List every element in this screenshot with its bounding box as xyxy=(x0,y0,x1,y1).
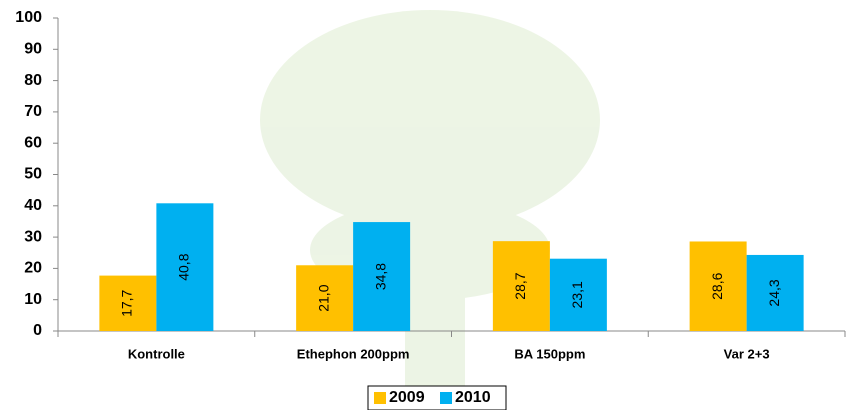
x-tick-label: Kontrolle xyxy=(128,346,185,361)
value-label: 28,7 xyxy=(512,272,528,299)
bar xyxy=(353,222,411,331)
value-label: 28,6 xyxy=(709,272,725,299)
bar xyxy=(746,254,804,331)
y-tick-label: 40 xyxy=(24,197,42,214)
watermark xyxy=(260,10,600,400)
value-label: 21,0 xyxy=(315,284,331,311)
value-label: 40,8 xyxy=(176,253,192,280)
legend: 2009 2010 xyxy=(367,385,507,410)
value-label: 17,7 xyxy=(119,289,135,316)
value-label: 34,8 xyxy=(372,263,388,290)
legend-swatch xyxy=(374,392,386,404)
bar xyxy=(492,241,550,331)
bar xyxy=(689,241,747,331)
y-tick-label: 10 xyxy=(24,291,42,308)
x-tick-label: BA 150ppm xyxy=(514,346,585,361)
bar xyxy=(549,258,607,331)
bar xyxy=(296,265,354,331)
y-tick-label: 100 xyxy=(15,9,42,26)
bar xyxy=(156,203,214,331)
y-tick-label: 50 xyxy=(24,166,42,183)
y-tick-label: 70 xyxy=(24,103,42,120)
legend-label: 2009 xyxy=(389,389,425,406)
y-tick-label: 30 xyxy=(24,228,42,245)
value-label: 23,1 xyxy=(569,281,585,308)
x-tick-label: Ethephon 200ppm xyxy=(297,346,410,361)
y-tick-label: 80 xyxy=(24,72,42,89)
y-tick-label: 20 xyxy=(24,260,42,277)
y-tick-label: 0 xyxy=(33,322,42,339)
x-tick-label: Var 2+3 xyxy=(724,346,770,361)
y-tick-label: 60 xyxy=(24,134,42,151)
legend-swatch xyxy=(440,392,452,404)
y-tick-label: 90 xyxy=(24,41,42,58)
legend-label: 2010 xyxy=(455,389,491,406)
legend-frame xyxy=(367,385,507,410)
value-label: 24,3 xyxy=(766,279,782,306)
bar xyxy=(99,275,157,331)
